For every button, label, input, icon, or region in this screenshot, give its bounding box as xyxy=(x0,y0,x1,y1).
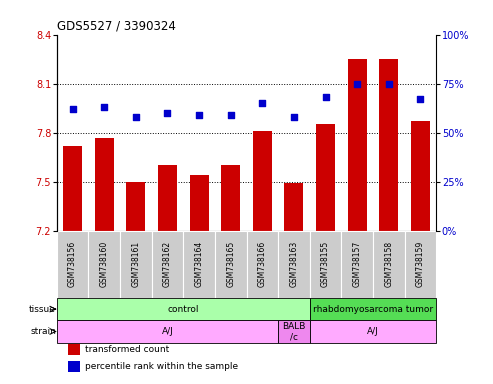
Bar xyxy=(348,59,367,231)
Point xyxy=(321,94,329,100)
Bar xyxy=(183,231,215,298)
Bar xyxy=(253,131,272,231)
Bar xyxy=(57,320,278,343)
Text: GDS5527 / 3390324: GDS5527 / 3390324 xyxy=(57,19,176,32)
Text: GSM738158: GSM738158 xyxy=(385,241,393,287)
Bar xyxy=(63,146,82,231)
Point xyxy=(164,110,172,116)
Bar xyxy=(373,231,405,298)
Bar xyxy=(68,344,80,355)
Bar xyxy=(152,231,183,298)
Text: control: control xyxy=(168,305,199,314)
Text: GSM738162: GSM738162 xyxy=(163,241,172,287)
Bar xyxy=(95,137,113,231)
Bar xyxy=(158,165,177,231)
Text: GSM738164: GSM738164 xyxy=(195,241,204,287)
Text: GSM738157: GSM738157 xyxy=(352,241,362,287)
Text: A/J: A/J xyxy=(367,327,379,336)
Text: percentile rank within the sample: percentile rank within the sample xyxy=(85,362,238,371)
Text: BALB
/c: BALB /c xyxy=(282,322,306,341)
Text: GSM738165: GSM738165 xyxy=(226,241,235,287)
Text: GSM738160: GSM738160 xyxy=(100,241,108,287)
Text: GSM738166: GSM738166 xyxy=(258,241,267,287)
Point xyxy=(385,81,393,87)
Bar xyxy=(278,320,310,343)
Point xyxy=(290,114,298,120)
Bar xyxy=(310,231,341,298)
Bar xyxy=(405,231,436,298)
Bar xyxy=(316,124,335,231)
Bar xyxy=(341,231,373,298)
Bar xyxy=(68,361,80,372)
Text: GSM738161: GSM738161 xyxy=(131,241,141,287)
Bar xyxy=(310,298,436,320)
Bar xyxy=(215,231,246,298)
Text: A/J: A/J xyxy=(162,327,174,336)
Bar xyxy=(88,231,120,298)
Bar xyxy=(57,298,310,320)
Bar xyxy=(57,231,88,298)
Bar xyxy=(126,182,145,231)
Bar xyxy=(284,183,304,231)
Bar xyxy=(380,59,398,231)
Point xyxy=(69,106,76,112)
Text: tissue: tissue xyxy=(29,305,56,314)
Bar xyxy=(189,175,209,231)
Text: GSM738159: GSM738159 xyxy=(416,241,425,287)
Point xyxy=(132,114,140,120)
Text: GSM738163: GSM738163 xyxy=(289,241,298,287)
Point xyxy=(100,104,108,110)
Text: rhabdomyosarcoma tumor: rhabdomyosarcoma tumor xyxy=(313,305,433,314)
Text: GSM738155: GSM738155 xyxy=(321,241,330,287)
Bar xyxy=(221,165,240,231)
Point xyxy=(258,100,266,106)
Text: transformed count: transformed count xyxy=(85,345,170,354)
Text: GSM738156: GSM738156 xyxy=(68,241,77,287)
Bar xyxy=(120,231,152,298)
Bar xyxy=(278,231,310,298)
Point xyxy=(417,96,424,103)
Point xyxy=(195,112,203,118)
Bar xyxy=(310,320,436,343)
Point xyxy=(353,81,361,87)
Point xyxy=(227,112,235,118)
Bar xyxy=(246,231,278,298)
Bar xyxy=(411,121,430,231)
Text: strain: strain xyxy=(30,327,56,336)
